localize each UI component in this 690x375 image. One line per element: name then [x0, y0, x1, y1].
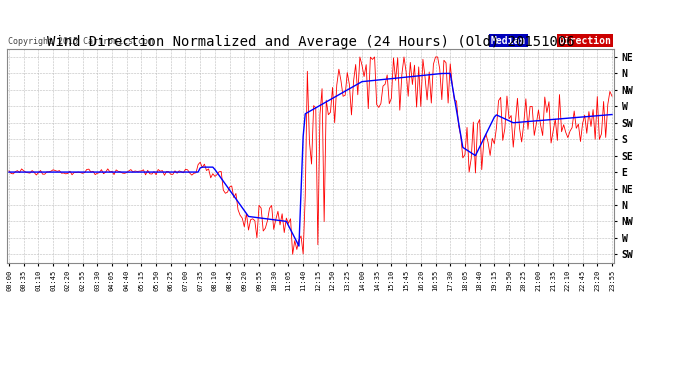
Text: Copyright 2015 Cartronics.com: Copyright 2015 Cartronics.com — [8, 36, 152, 45]
Text: Median: Median — [491, 36, 526, 45]
Title: Wind Direction Normalized and Average (24 Hours) (Old) 20151006: Wind Direction Normalized and Average (2… — [47, 35, 574, 49]
Text: Direction: Direction — [558, 36, 611, 45]
